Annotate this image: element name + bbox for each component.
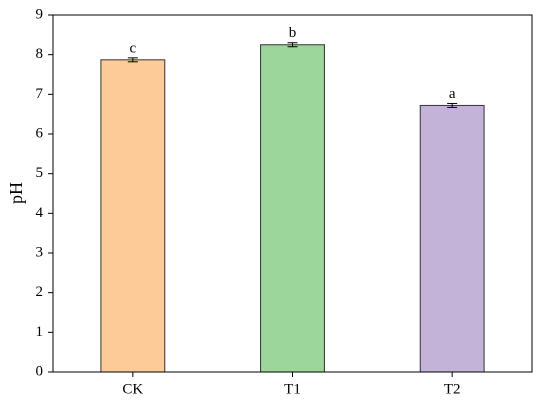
x-tick-label: CK — [122, 381, 143, 397]
y-tick-label: 0 — [36, 363, 44, 379]
bar — [419, 104, 485, 373]
y-tick-label: 6 — [36, 125, 44, 141]
y-axis-label: pH — [6, 182, 26, 204]
y-tick-label: 1 — [36, 324, 44, 340]
y-tick-label: 3 — [36, 244, 44, 260]
bar — [100, 59, 166, 373]
y-tick-label: 8 — [36, 46, 44, 62]
y-tick-label: 4 — [36, 205, 44, 221]
significance-letter: c — [129, 40, 136, 56]
x-tick-label: T2 — [444, 381, 461, 397]
y-tick-label: 5 — [36, 165, 44, 181]
x-tick-label: T1 — [284, 381, 301, 397]
significance-letter: a — [449, 86, 456, 102]
bar — [260, 44, 325, 373]
y-tick-label: 9 — [36, 6, 44, 22]
y-tick-label: 7 — [36, 86, 44, 102]
plot-frame — [52, 14, 533, 373]
significance-letter: b — [289, 25, 297, 41]
y-tick-label: 2 — [36, 284, 44, 300]
